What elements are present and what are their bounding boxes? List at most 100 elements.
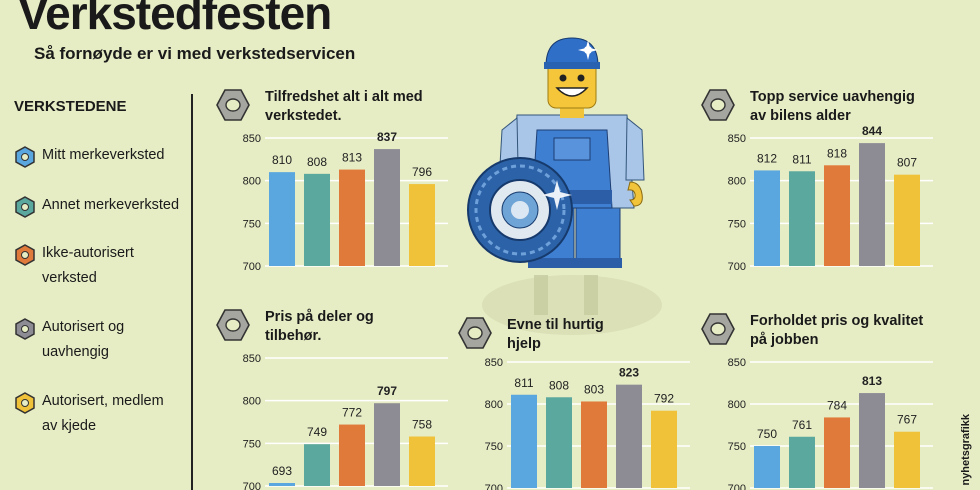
legend-item-mitt-merkeverksted: Mitt merkeverksted bbox=[14, 146, 184, 168]
y-tick-label: 750 bbox=[485, 441, 503, 453]
bar bbox=[304, 173, 330, 266]
data-label: 811 bbox=[792, 152, 811, 166]
bar bbox=[339, 424, 365, 486]
bar bbox=[789, 171, 815, 266]
divider bbox=[191, 94, 193, 490]
data-label: 792 bbox=[654, 392, 674, 406]
bar bbox=[651, 410, 677, 488]
bar bbox=[374, 149, 400, 266]
legend-label: Ikke-autorisert verksted bbox=[42, 245, 134, 286]
data-label: 797 bbox=[377, 384, 397, 398]
data-label: 812 bbox=[757, 151, 777, 165]
data-label: 808 bbox=[307, 155, 327, 169]
data-label: 823 bbox=[619, 366, 639, 380]
hex-nut-icon bbox=[216, 89, 250, 121]
legend-item-autorisert-uavhengig: Autorisert og uavhengig bbox=[14, 318, 144, 365]
bar bbox=[789, 436, 815, 488]
chart-topp-service: Topp service uavhengig av bilens alder 70… bbox=[700, 86, 940, 276]
data-label: 810 bbox=[272, 153, 292, 167]
bar bbox=[754, 170, 780, 266]
hex-nut-icon bbox=[701, 89, 735, 121]
y-tick-label: 800 bbox=[243, 396, 261, 408]
page-title: Verkstedfesten bbox=[18, 0, 332, 39]
bar-chart-plot: 700 750 800 850 693 749 772 797 758 bbox=[243, 353, 448, 490]
chart-tilfredshet: Tilfredshet alt i alt med verkstedet. 700… bbox=[215, 86, 455, 276]
data-label: 758 bbox=[412, 418, 432, 432]
legend-label: Mitt merkeverksted bbox=[42, 147, 165, 163]
chart-title: Pris på deler og tilbehør. bbox=[265, 309, 374, 344]
y-tick-label: 700 bbox=[728, 483, 746, 490]
bar bbox=[409, 436, 435, 486]
y-tick-label: 850 bbox=[728, 357, 746, 369]
chart-pris-deler: Pris på deler og tilbehør. 700 750 800 850 69… bbox=[215, 306, 455, 490]
y-tick-label: 750 bbox=[243, 438, 261, 450]
y-tick-label: 850 bbox=[728, 133, 746, 145]
legend-label: Autorisert, medlem av kjede bbox=[42, 393, 164, 434]
bar bbox=[511, 394, 537, 488]
page-subtitle: Så fornøyde er vi med verkstedservicen bbox=[34, 44, 356, 63]
data-label: 837 bbox=[377, 130, 397, 144]
data-label: 772 bbox=[342, 406, 362, 420]
bar bbox=[859, 143, 885, 266]
legend-title: VERKSTEDENE bbox=[14, 98, 127, 115]
bar bbox=[754, 446, 780, 488]
bar-chart-plot: 700 750 800 850 812 811 818 844 807 bbox=[728, 124, 933, 273]
y-tick-label: 700 bbox=[243, 261, 261, 273]
nut-icon bbox=[15, 196, 35, 218]
hex-nut-icon bbox=[216, 309, 250, 341]
hex-nut-icon bbox=[701, 313, 735, 345]
chart-title: Evne til hurtig hjelp bbox=[507, 317, 604, 352]
bar bbox=[546, 397, 572, 488]
bar bbox=[824, 417, 850, 488]
nut-icon bbox=[15, 318, 35, 340]
chart-pris-kvalitet: Forholdet pris og kvalitet på jobben 700 7… bbox=[700, 310, 940, 490]
bar bbox=[894, 431, 920, 488]
data-label: 767 bbox=[897, 413, 917, 427]
data-label: 808 bbox=[549, 378, 569, 392]
bar bbox=[339, 169, 365, 266]
bar-chart-plot: 700 750 800 850 810 808 813 837 796 bbox=[243, 130, 448, 273]
data-label: 803 bbox=[584, 382, 604, 396]
data-label: 811 bbox=[514, 376, 533, 390]
bar bbox=[409, 184, 435, 266]
legend-item-annet-merkeverksted: Annet merkeverksted bbox=[14, 196, 184, 218]
bar bbox=[859, 393, 885, 488]
chart-hurtig-hjelp: Evne til hurtig hjelp 700 750 800 850 811 808 8… bbox=[457, 310, 697, 490]
bar bbox=[824, 165, 850, 266]
y-tick-label: 700 bbox=[485, 483, 503, 490]
mechanic-illustration bbox=[467, 37, 662, 335]
data-label: 796 bbox=[412, 165, 432, 179]
y-tick-label: 800 bbox=[243, 176, 261, 188]
bar bbox=[269, 172, 295, 266]
chart-title: Forholdet pris og kvalitet på jobben bbox=[750, 313, 924, 348]
bar bbox=[304, 444, 330, 486]
y-tick-label: 800 bbox=[728, 176, 746, 188]
y-tick-label: 800 bbox=[728, 399, 746, 411]
y-tick-label: 850 bbox=[243, 133, 261, 145]
bar bbox=[581, 401, 607, 488]
data-label: 813 bbox=[862, 374, 882, 388]
data-label: 807 bbox=[897, 156, 917, 170]
y-tick-label: 750 bbox=[728, 441, 746, 453]
bar bbox=[616, 384, 642, 488]
data-label: 693 bbox=[272, 464, 292, 478]
bar-chart-plot: 700 750 800 850 811 808 803 823 792 bbox=[485, 357, 690, 490]
chart-title: Topp service uavhengig av bilens alder bbox=[750, 89, 915, 124]
y-tick-label: 850 bbox=[485, 357, 503, 369]
data-label: 750 bbox=[757, 427, 777, 441]
legend-label: Annet merkeverksted bbox=[42, 197, 180, 213]
y-tick-label: 750 bbox=[243, 218, 261, 230]
bar bbox=[894, 174, 920, 266]
legend-item-autorisert-kjede: Autorisert, medlem av kjede bbox=[14, 392, 174, 439]
data-label: 818 bbox=[827, 146, 847, 160]
data-label: 813 bbox=[342, 151, 362, 165]
y-tick-label: 800 bbox=[485, 399, 503, 411]
data-label: 761 bbox=[792, 418, 812, 432]
y-tick-label: 750 bbox=[728, 218, 746, 230]
y-tick-label: 850 bbox=[243, 353, 261, 365]
bar bbox=[269, 483, 295, 486]
y-tick-label: 700 bbox=[243, 481, 261, 490]
nut-icon bbox=[15, 244, 35, 266]
legend-label: Autorisert og uavhengig bbox=[42, 319, 125, 360]
